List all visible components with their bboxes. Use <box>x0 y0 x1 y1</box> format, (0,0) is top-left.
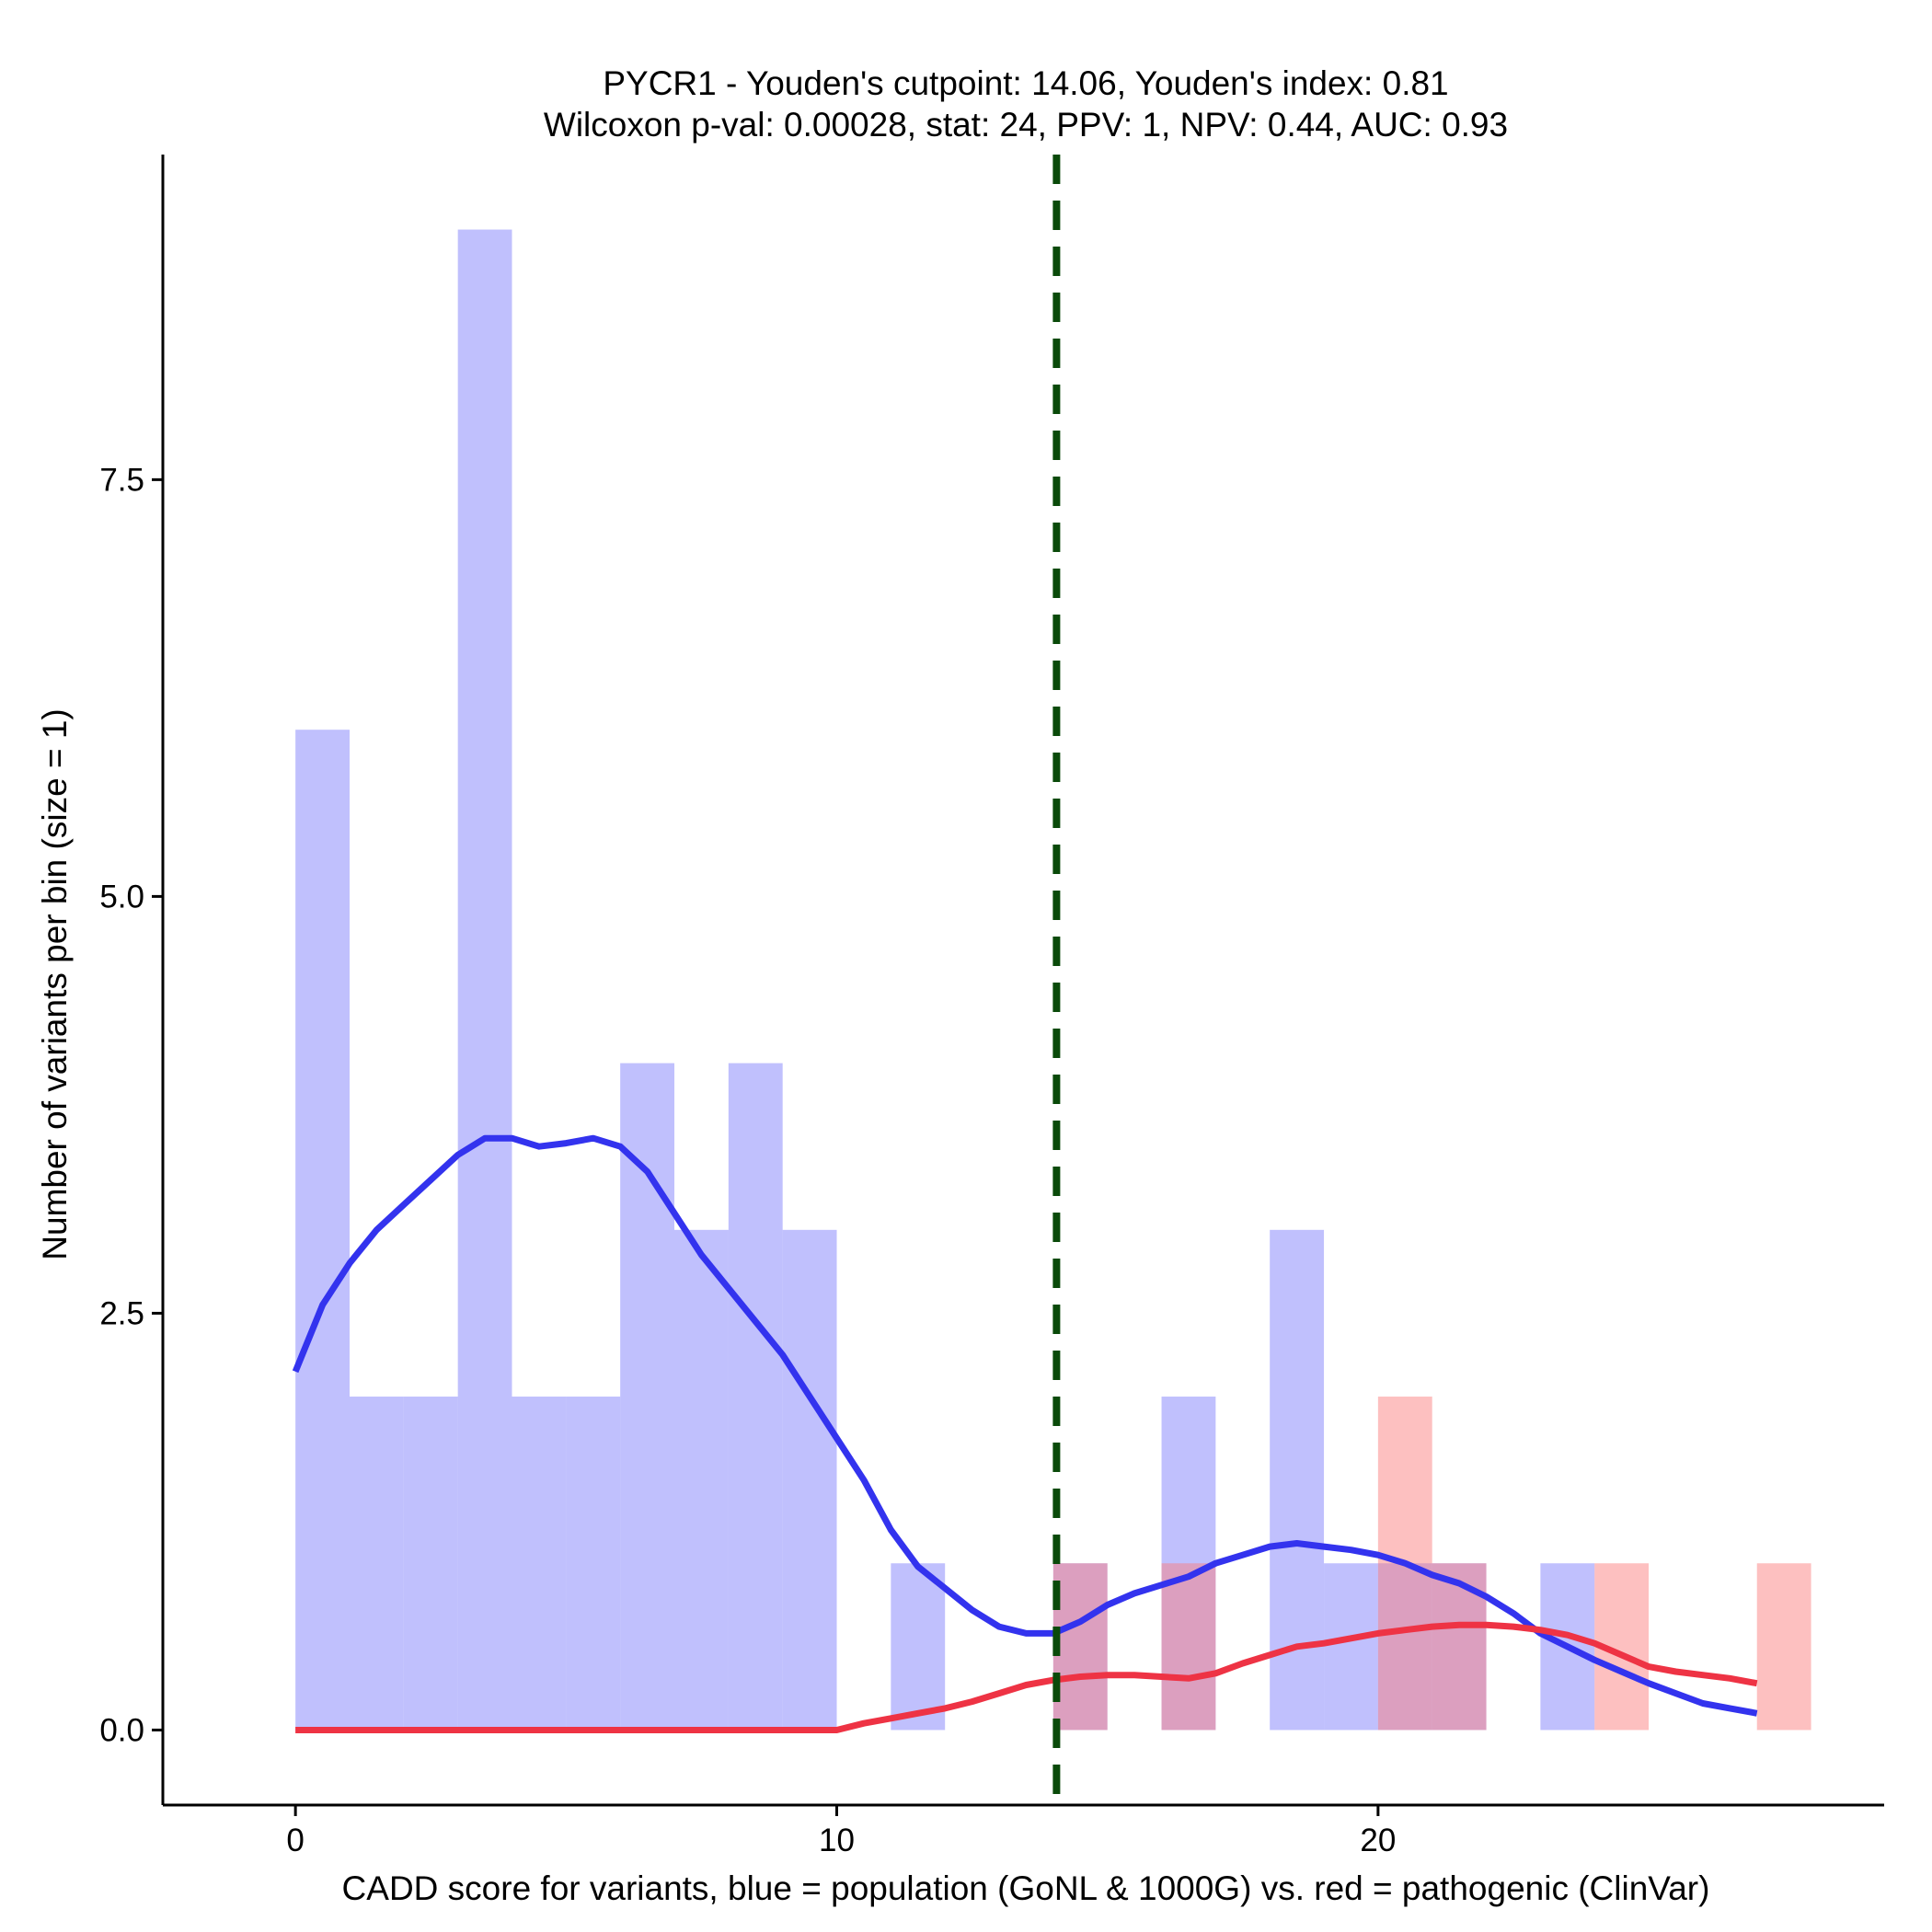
chart-title-line1: PYCR1 - Youden's cutpoint: 14.06, Youden… <box>603 64 1448 102</box>
density-curves <box>292 1134 1758 1733</box>
pathogenic-bars <box>1052 1397 1811 1731</box>
population-bar-2 <box>403 1397 458 1731</box>
y-tick-label: 7.5 <box>99 462 144 498</box>
population-bar-0 <box>295 730 350 1731</box>
population-bar-9 <box>782 1229 837 1731</box>
y-tick-label: 0.0 <box>99 1712 144 1748</box>
population-bar-7 <box>674 1229 729 1731</box>
x-tick-label: 0 <box>286 1823 304 1858</box>
population-bar-3 <box>457 229 512 1731</box>
population-bar-4 <box>512 1397 567 1731</box>
pathogenic-bar-3 <box>1432 1563 1487 1731</box>
population-bar-6 <box>620 1063 675 1731</box>
pathogenic-bar-1 <box>1161 1563 1216 1731</box>
population-bar-11 <box>1052 1563 1108 1731</box>
chart-title-line2: Wilcoxon p-val: 0.00028, stat: 24, PPV: … <box>544 106 1508 144</box>
population-bar-5 <box>566 1397 621 1731</box>
pathogenic-density-curve <box>295 1621 1758 1733</box>
y-axis-label: Number of variants per bin (size = 1) <box>36 708 74 1259</box>
population-bar-10 <box>891 1563 946 1731</box>
pathogenic-bar-5 <box>1756 1563 1811 1731</box>
y-tick-label: 5.0 <box>99 879 144 914</box>
population-density-curve <box>292 1134 1758 1717</box>
pathogenic-bar-0 <box>1052 1563 1108 1731</box>
population-bar-15 <box>1377 1563 1432 1731</box>
x-axis-label: CADD score for variants, blue = populati… <box>342 1869 1710 1907</box>
y-ticks: 0.0 2.5 5.0 7.5 <box>99 462 163 1748</box>
axes: 0 10 20 0.0 2.5 5.0 7.5 <box>99 155 1884 1858</box>
x-ticks: 0 10 20 <box>286 1805 1396 1858</box>
population-bar-14 <box>1324 1563 1378 1731</box>
y-tick-label: 2.5 <box>99 1295 144 1331</box>
x-tick-label: 20 <box>1360 1823 1396 1858</box>
population-bar-1 <box>349 1397 404 1731</box>
x-tick-label: 10 <box>819 1823 855 1858</box>
population-bar-8 <box>728 1063 783 1731</box>
